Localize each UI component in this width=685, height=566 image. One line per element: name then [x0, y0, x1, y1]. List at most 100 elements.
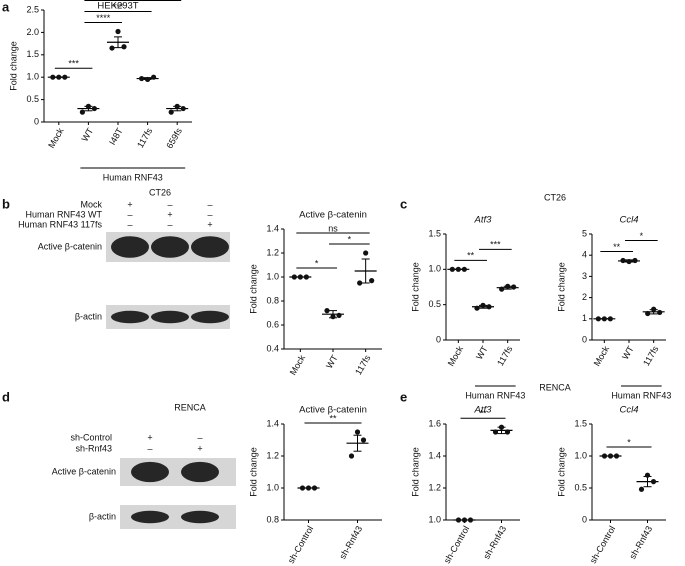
data-point — [492, 429, 499, 435]
y-tick-label: 1.4 — [266, 418, 279, 428]
panel-letter: e — [400, 389, 407, 404]
chart-title: Active β-catenin — [299, 405, 367, 416]
blot-title: CT26 — [149, 187, 171, 197]
condition-sign: + — [167, 209, 172, 219]
y-tick-label: 0 — [34, 116, 39, 126]
x-tick-label: Mock — [288, 353, 308, 377]
data-point — [461, 517, 468, 523]
significance-label: *** — [68, 59, 79, 69]
x-tick-label: 117fs — [641, 344, 661, 368]
y-axis-label: Fold change — [556, 447, 566, 497]
data-point — [305, 485, 312, 491]
blot-title: RENCA — [174, 402, 206, 412]
x-tick-label: WT — [324, 353, 340, 371]
y-tick-label: 2.0 — [26, 27, 39, 37]
data-point — [297, 274, 303, 280]
x-tick-label: 659fs — [164, 126, 184, 150]
data-point — [311, 485, 318, 491]
y-tick-label: 0.8 — [266, 295, 279, 305]
blot-band — [131, 510, 169, 524]
blot-band — [191, 310, 229, 324]
blot-band — [181, 461, 219, 483]
y-tick-label: 1.5 — [574, 418, 587, 428]
condition-label: Human RNF43 WT — [25, 209, 102, 219]
x-tick-label: WT — [80, 126, 96, 144]
data-point — [644, 472, 651, 478]
x-tick-label: Mock — [446, 344, 466, 368]
y-axis-label: Fold change — [410, 262, 420, 312]
x-tick-label: Mock — [46, 126, 66, 150]
condition-label: Mock — [80, 199, 102, 209]
y-tick-label: 0.5 — [26, 94, 39, 104]
x-tick-label: sh-Rnf43 — [627, 524, 654, 561]
data-point — [455, 266, 461, 272]
chart-title: Atf3 — [474, 405, 493, 416]
group-label: Human RNF43 — [611, 390, 671, 400]
y-tick-label: 1.2 — [266, 450, 279, 460]
condition-label: Human RNF43 117fs — [18, 219, 102, 229]
significance-label: ** — [613, 242, 621, 252]
y-tick-label: 1.5 — [428, 228, 441, 238]
data-point — [145, 76, 151, 83]
y-tick-label: 2 — [582, 292, 587, 302]
data-point — [357, 280, 363, 286]
data-point — [504, 429, 511, 435]
condition-sign: + — [147, 432, 152, 442]
data-point — [607, 316, 613, 322]
data-point — [499, 286, 505, 292]
x-tick-label: sh-Control — [588, 524, 617, 565]
condition-sign: – — [207, 199, 212, 209]
y-tick-label: 0.8 — [266, 514, 279, 524]
data-point — [455, 517, 462, 523]
data-point — [303, 274, 309, 280]
data-point — [449, 266, 455, 272]
band-label: Active β-catenin — [38, 241, 102, 251]
significance-label: *** — [113, 2, 124, 12]
significance-label: *** — [490, 240, 501, 250]
data-point — [330, 314, 336, 320]
data-point — [511, 284, 517, 290]
y-axis-label: Fold change — [248, 264, 258, 314]
data-point — [168, 109, 174, 115]
chart-title: Ccl4 — [619, 215, 638, 226]
group-label: Human RNF43 — [465, 390, 525, 400]
data-point — [645, 310, 651, 317]
y-axis-label: Fold change — [556, 262, 566, 312]
blot-band — [191, 236, 229, 258]
y-tick-label: 1.4 — [428, 450, 441, 460]
data-point — [461, 266, 467, 272]
x-tick-label: WT — [474, 344, 490, 362]
data-point — [56, 74, 62, 80]
data-point — [601, 316, 607, 322]
x-tick-label: sh-Rnf43 — [337, 524, 364, 561]
panel-header: CT26 — [544, 192, 566, 202]
condition-sign: – — [127, 209, 132, 219]
band-label: β-actin — [75, 311, 102, 321]
data-point — [626, 258, 632, 265]
x-tick-label: WT — [620, 344, 636, 362]
y-tick-label: 1.0 — [428, 514, 441, 524]
y-tick-label: 1.2 — [266, 247, 279, 257]
x-tick-label: I48T — [107, 126, 125, 147]
y-tick-label: 1.4 — [266, 223, 279, 233]
data-point — [299, 485, 306, 491]
data-point — [467, 517, 474, 523]
condition-sign: – — [167, 219, 172, 229]
y-tick-label: 0.4 — [266, 343, 279, 353]
chart-title: HEK293T — [97, 1, 138, 12]
y-tick-label: 1.0 — [26, 72, 39, 82]
data-point — [354, 429, 361, 435]
data-point — [651, 306, 657, 312]
y-tick-label: 1.0 — [266, 482, 279, 492]
condition-sign: + — [127, 199, 132, 209]
data-point — [336, 312, 342, 318]
data-point — [480, 302, 486, 308]
y-tick-label: 0 — [582, 334, 587, 344]
condition-sign: – — [147, 443, 152, 453]
panel-letter: b — [2, 196, 10, 211]
y-tick-label: 4 — [582, 250, 587, 260]
data-point — [91, 105, 97, 112]
blot-band — [151, 236, 189, 258]
data-point — [620, 257, 626, 264]
panel-letter: c — [400, 196, 407, 211]
